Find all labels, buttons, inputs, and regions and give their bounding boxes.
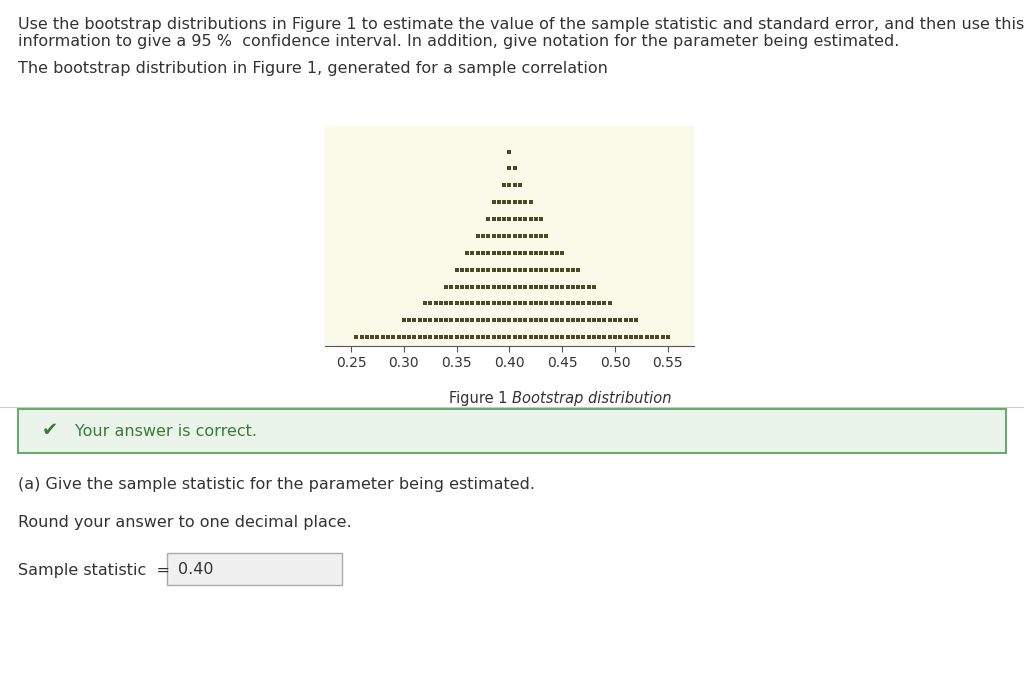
Text: ✔: ✔	[42, 421, 58, 441]
Text: Bootstrap distribution: Bootstrap distribution	[512, 391, 672, 406]
Text: Figure 1: Figure 1	[449, 391, 512, 406]
Text: Sample statistic  =: Sample statistic =	[18, 563, 170, 578]
Text: (a) Give the sample statistic for the parameter being estimated.: (a) Give the sample statistic for the pa…	[18, 477, 535, 492]
FancyBboxPatch shape	[18, 409, 1006, 453]
Text: 0.40: 0.40	[178, 562, 213, 576]
Text: The bootstrap distribution in Figure 1, generated for a sample correlation: The bootstrap distribution in Figure 1, …	[18, 61, 608, 76]
FancyBboxPatch shape	[167, 553, 342, 585]
Text: Your answer is correct.: Your answer is correct.	[75, 423, 257, 439]
Text: Round your answer to one decimal place.: Round your answer to one decimal place.	[18, 515, 351, 530]
Text: Use the bootstrap distributions in Figure 1 to estimate the value of the sample : Use the bootstrap distributions in Figur…	[18, 17, 1024, 49]
